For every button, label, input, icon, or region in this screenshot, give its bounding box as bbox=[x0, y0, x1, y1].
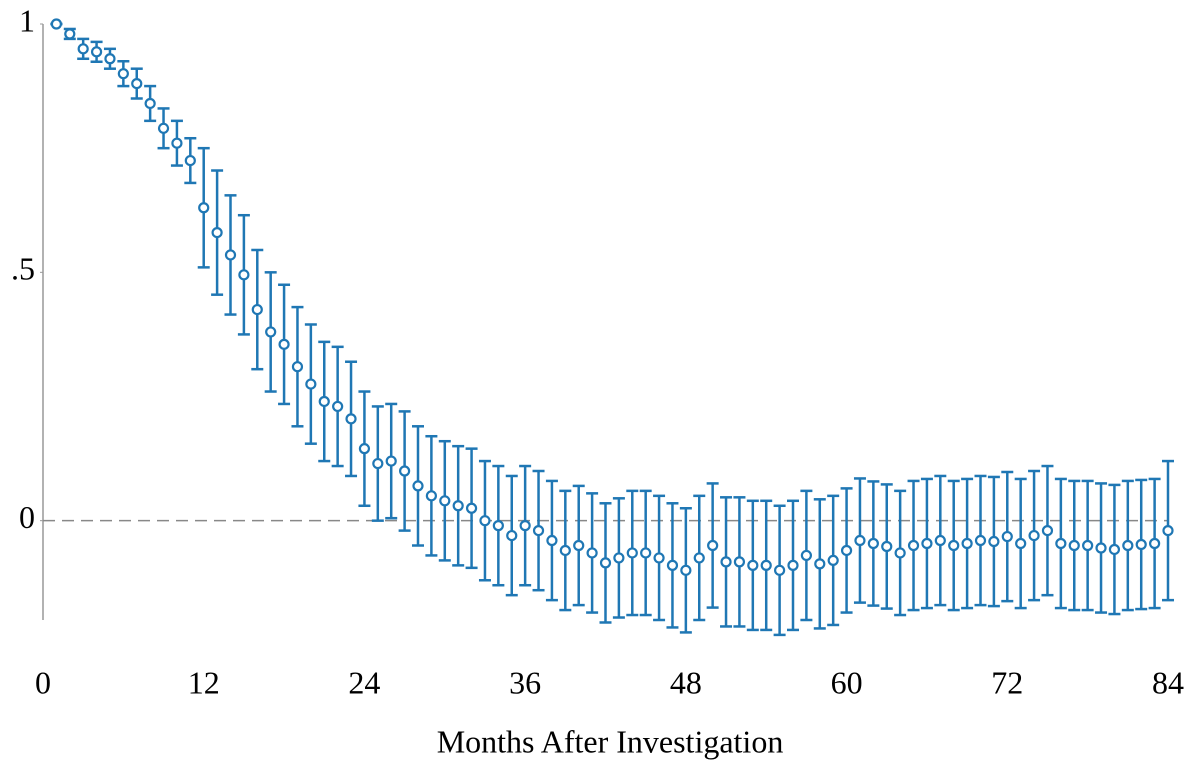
point bbox=[1082, 539, 1094, 552]
point bbox=[519, 520, 531, 532]
point bbox=[157, 122, 170, 134]
point bbox=[90, 46, 103, 58]
point bbox=[385, 455, 397, 467]
point bbox=[171, 137, 183, 149]
x-tick-label: 24 bbox=[348, 664, 380, 700]
point bbox=[399, 465, 411, 477]
point bbox=[425, 490, 437, 502]
point bbox=[881, 540, 893, 553]
point bbox=[318, 395, 330, 408]
x-tick-label: 12 bbox=[188, 664, 220, 700]
point bbox=[854, 534, 866, 547]
point bbox=[64, 28, 76, 40]
point bbox=[640, 547, 652, 559]
point bbox=[907, 539, 920, 552]
point bbox=[1108, 543, 1121, 556]
point bbox=[506, 529, 518, 542]
y-tick-label: .5 bbox=[11, 251, 35, 287]
point bbox=[867, 537, 879, 550]
point bbox=[465, 502, 478, 514]
point bbox=[720, 556, 732, 568]
point bbox=[412, 480, 424, 492]
point bbox=[358, 443, 371, 455]
point bbox=[332, 400, 344, 413]
point bbox=[934, 534, 946, 547]
x-tick-label: 72 bbox=[991, 664, 1023, 700]
point bbox=[680, 564, 692, 576]
point bbox=[1015, 537, 1027, 550]
x-tick-label: 84 bbox=[1152, 664, 1184, 700]
point bbox=[760, 559, 772, 571]
point bbox=[224, 249, 237, 261]
point bbox=[586, 547, 598, 559]
point bbox=[211, 227, 223, 239]
point bbox=[104, 53, 116, 65]
y-tick-label: 0 bbox=[19, 499, 35, 535]
point bbox=[840, 544, 853, 557]
point bbox=[238, 269, 250, 281]
point bbox=[733, 556, 746, 568]
point bbox=[1095, 542, 1107, 554]
point bbox=[613, 552, 625, 564]
point bbox=[184, 154, 196, 167]
point bbox=[345, 413, 357, 425]
point bbox=[492, 520, 504, 532]
point bbox=[559, 544, 571, 557]
point bbox=[131, 77, 143, 90]
point bbox=[599, 557, 612, 569]
point bbox=[372, 457, 384, 470]
point bbox=[894, 547, 906, 559]
y-tick-label: 1 bbox=[19, 2, 35, 38]
point bbox=[666, 559, 679, 571]
x-tick-label: 48 bbox=[670, 664, 702, 700]
x-tick-label: 36 bbox=[509, 664, 541, 700]
point bbox=[921, 537, 933, 550]
point bbox=[1028, 529, 1040, 542]
point bbox=[1068, 539, 1080, 552]
point bbox=[800, 549, 812, 562]
point bbox=[653, 552, 665, 564]
point bbox=[787, 559, 799, 571]
point bbox=[1001, 530, 1013, 543]
point bbox=[117, 68, 129, 80]
point bbox=[961, 537, 973, 550]
point bbox=[573, 539, 585, 552]
point bbox=[251, 303, 263, 316]
point bbox=[291, 361, 304, 373]
x-tick-label: 0 bbox=[35, 664, 51, 700]
point bbox=[452, 500, 464, 512]
point bbox=[265, 326, 277, 338]
point bbox=[988, 535, 1000, 548]
point bbox=[1135, 538, 1147, 551]
point bbox=[1162, 524, 1174, 537]
point bbox=[1122, 539, 1134, 552]
point bbox=[439, 495, 451, 507]
x-axis-title: Months After Investigation bbox=[437, 723, 784, 759]
point bbox=[626, 547, 638, 559]
point bbox=[198, 202, 210, 214]
point bbox=[144, 97, 156, 110]
point bbox=[546, 534, 558, 547]
point bbox=[974, 534, 987, 547]
point bbox=[77, 43, 89, 55]
point bbox=[747, 559, 759, 571]
point bbox=[305, 378, 317, 390]
point bbox=[774, 564, 786, 576]
point bbox=[532, 524, 545, 537]
x-tick-label: 60 bbox=[831, 664, 863, 700]
point bbox=[948, 539, 960, 552]
point bbox=[479, 515, 491, 527]
point bbox=[1149, 537, 1161, 550]
point bbox=[707, 539, 719, 552]
point bbox=[693, 552, 705, 564]
point bbox=[278, 338, 290, 350]
point bbox=[814, 558, 826, 570]
point bbox=[50, 18, 62, 30]
point bbox=[1041, 524, 1054, 537]
point bbox=[827, 554, 839, 567]
point bbox=[1055, 537, 1067, 550]
